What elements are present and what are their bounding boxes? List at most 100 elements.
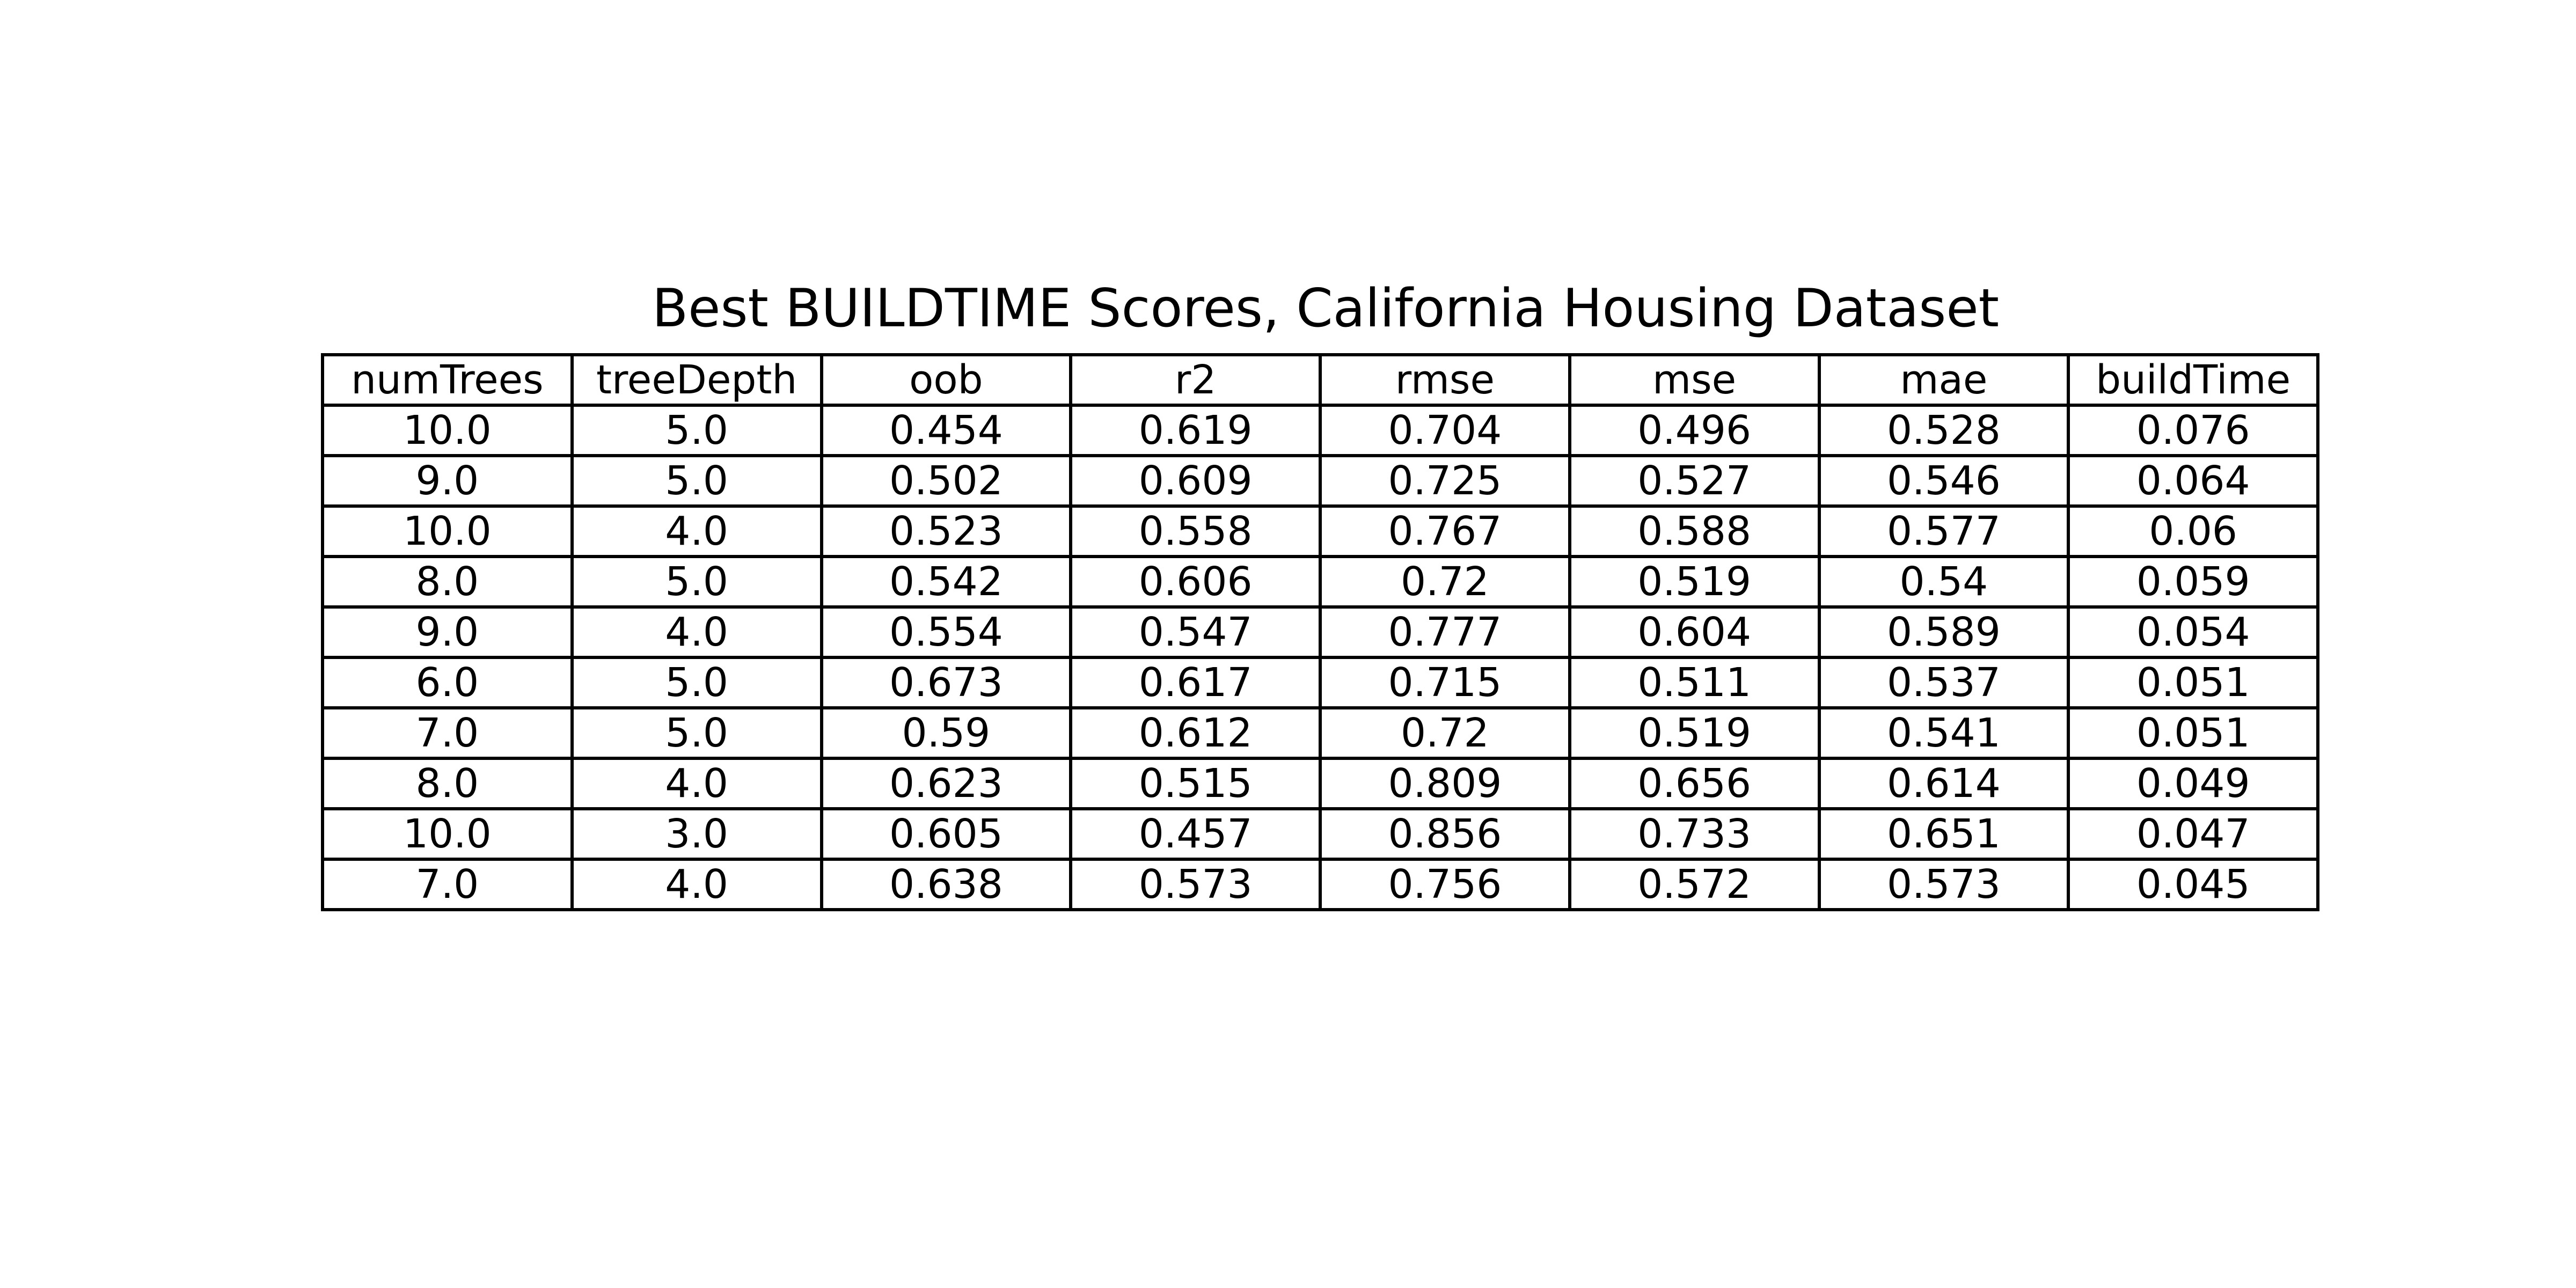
table-cell-treeDepth: 5.0 — [570, 555, 823, 609]
scores-table: numTrees treeDepth oob r2 rmse mse mae buildTim… — [321, 353, 2319, 911]
table-cell-treeDepth: 4.0 — [570, 504, 823, 558]
table-cell-rmse: 0.756 — [1319, 858, 1571, 911]
table-cell-oob: 0.59 — [819, 706, 1073, 760]
table-cell-oob: 0.638 — [819, 858, 1073, 911]
table-cell-buildTime: 0.059 — [2067, 555, 2319, 609]
table-cell-rmse: 0.809 — [1319, 757, 1571, 810]
table-cell-oob: 0.454 — [819, 404, 1073, 457]
table-cell-rmse: 0.72 — [1319, 706, 1571, 760]
table-cell-oob: 0.605 — [819, 807, 1073, 861]
table-row: 7.0 4.0 0.638 0.573 0.756 0.572 0.573 0.045 — [321, 858, 2319, 911]
table-cell-treeDepth: 5.0 — [570, 706, 823, 760]
table-row: 10.0 3.0 0.605 0.457 0.856 0.733 0.651 0.047 — [321, 807, 2319, 861]
table-cell-r2: 0.619 — [1069, 404, 1322, 457]
table-cell-numTrees: 7.0 — [321, 706, 574, 760]
table-cell-oob: 0.542 — [819, 555, 1073, 609]
table-cell-oob: 0.554 — [819, 605, 1073, 659]
table-cell-numTrees: 10.0 — [321, 404, 574, 457]
table-row: 9.0 4.0 0.554 0.547 0.777 0.604 0.589 0.054 — [321, 605, 2319, 659]
table-cell-numTrees: 9.0 — [321, 454, 574, 508]
table-cell-oob: 0.523 — [819, 504, 1073, 558]
table-cell-mae: 0.537 — [1817, 656, 2070, 709]
column-header-treeDepth: treeDepth — [570, 353, 823, 407]
table-cell-buildTime: 0.064 — [2067, 454, 2319, 508]
table-cell-buildTime: 0.076 — [2067, 404, 2319, 457]
table-cell-treeDepth: 5.0 — [570, 656, 823, 709]
table-cell-mse: 0.519 — [1568, 706, 1821, 760]
table-cell-numTrees: 10.0 — [321, 807, 574, 861]
table-row: 10.0 5.0 0.454 0.619 0.704 0.496 0.528 0.076 — [321, 404, 2319, 457]
table-cell-mse: 0.604 — [1568, 605, 1821, 659]
table-cell-numTrees: 7.0 — [321, 858, 574, 911]
column-header-r2: r2 — [1069, 353, 1322, 407]
column-header-mse: mse — [1568, 353, 1821, 407]
table-cell-mae: 0.573 — [1817, 858, 2070, 911]
table-cell-mse: 0.511 — [1568, 656, 1821, 709]
table-cell-numTrees: 9.0 — [321, 605, 574, 659]
table-cell-r2: 0.457 — [1069, 807, 1322, 861]
column-header-oob: oob — [819, 353, 1073, 407]
table-cell-numTrees: 8.0 — [321, 757, 574, 810]
table-cell-mae: 0.54 — [1817, 555, 2070, 609]
table-cell-r2: 0.547 — [1069, 605, 1322, 659]
table-cell-r2: 0.617 — [1069, 656, 1322, 709]
table-cell-mse: 0.527 — [1568, 454, 1821, 508]
table-cell-r2: 0.515 — [1069, 757, 1322, 810]
table-cell-mse: 0.656 — [1568, 757, 1821, 810]
table-row: 8.0 4.0 0.623 0.515 0.809 0.656 0.614 0.049 — [321, 757, 2319, 810]
table-row: 9.0 5.0 0.502 0.609 0.725 0.527 0.546 0.064 — [321, 454, 2319, 508]
table-cell-mse: 0.519 — [1568, 555, 1821, 609]
table-cell-buildTime: 0.051 — [2067, 706, 2319, 760]
table-cell-r2: 0.609 — [1069, 454, 1322, 508]
table-cell-oob: 0.502 — [819, 454, 1073, 508]
table-cell-mae: 0.589 — [1817, 605, 2070, 659]
table-cell-treeDepth: 5.0 — [570, 404, 823, 457]
column-header-buildTime: buildTime — [2067, 353, 2319, 407]
table-cell-mae: 0.546 — [1817, 454, 2070, 508]
header-row: numTrees treeDepth oob r2 rmse mse mae buildTim… — [321, 353, 2319, 407]
table-cell-mae: 0.577 — [1817, 504, 2070, 558]
table-cell-buildTime: 0.049 — [2067, 757, 2319, 810]
table-cell-treeDepth: 4.0 — [570, 757, 823, 810]
table-cell-mae: 0.651 — [1817, 807, 2070, 861]
column-header-numTrees: numTrees — [321, 353, 574, 407]
table-cell-mae: 0.614 — [1817, 757, 2070, 810]
table-cell-buildTime: 0.047 — [2067, 807, 2319, 861]
table-cell-mse: 0.733 — [1568, 807, 1821, 861]
table-row: 6.0 5.0 0.673 0.617 0.715 0.511 0.537 0.051 — [321, 656, 2319, 709]
table-cell-r2: 0.606 — [1069, 555, 1322, 609]
table-cell-mse: 0.496 — [1568, 404, 1821, 457]
table-cell-treeDepth: 4.0 — [570, 858, 823, 911]
table-cell-mae: 0.528 — [1817, 404, 2070, 457]
table-cell-r2: 0.573 — [1069, 858, 1322, 911]
table-cell-treeDepth: 4.0 — [570, 605, 823, 659]
table-cell-buildTime: 0.06 — [2067, 504, 2319, 558]
column-header-rmse: rmse — [1319, 353, 1571, 407]
table-cell-rmse: 0.777 — [1319, 605, 1571, 659]
table-cell-mse: 0.572 — [1568, 858, 1821, 911]
table-row: 7.0 5.0 0.59 0.612 0.72 0.519 0.541 0.051 — [321, 706, 2319, 760]
table-cell-mse: 0.588 — [1568, 504, 1821, 558]
table-cell-oob: 0.623 — [819, 757, 1073, 810]
table-cell-numTrees: 8.0 — [321, 555, 574, 609]
table-cell-numTrees: 10.0 — [321, 504, 574, 558]
table-cell-oob: 0.673 — [819, 656, 1073, 709]
table-cell-rmse: 0.704 — [1319, 404, 1571, 457]
column-header-mae: mae — [1817, 353, 2070, 407]
table-cell-r2: 0.612 — [1069, 706, 1322, 760]
table-cell-rmse: 0.856 — [1319, 807, 1571, 861]
table-title: Best BUILDTIME Scores, California Housin… — [652, 278, 2000, 339]
table-cell-r2: 0.558 — [1069, 504, 1322, 558]
table-cell-buildTime: 0.051 — [2067, 656, 2319, 709]
table-cell-mae: 0.541 — [1817, 706, 2070, 760]
table-row: 8.0 5.0 0.542 0.606 0.72 0.519 0.54 0.059 — [321, 555, 2319, 609]
table-cell-rmse: 0.715 — [1319, 656, 1571, 709]
table-cell-rmse: 0.767 — [1319, 504, 1571, 558]
table-cell-rmse: 0.72 — [1319, 555, 1571, 609]
table-cell-rmse: 0.725 — [1319, 454, 1571, 508]
table-cell-buildTime: 0.054 — [2067, 605, 2319, 659]
table-row: 10.0 4.0 0.523 0.558 0.767 0.588 0.577 0.06 — [321, 504, 2319, 558]
table-cell-treeDepth: 5.0 — [570, 454, 823, 508]
table-cell-numTrees: 6.0 — [321, 656, 574, 709]
table-cell-buildTime: 0.045 — [2067, 858, 2319, 911]
